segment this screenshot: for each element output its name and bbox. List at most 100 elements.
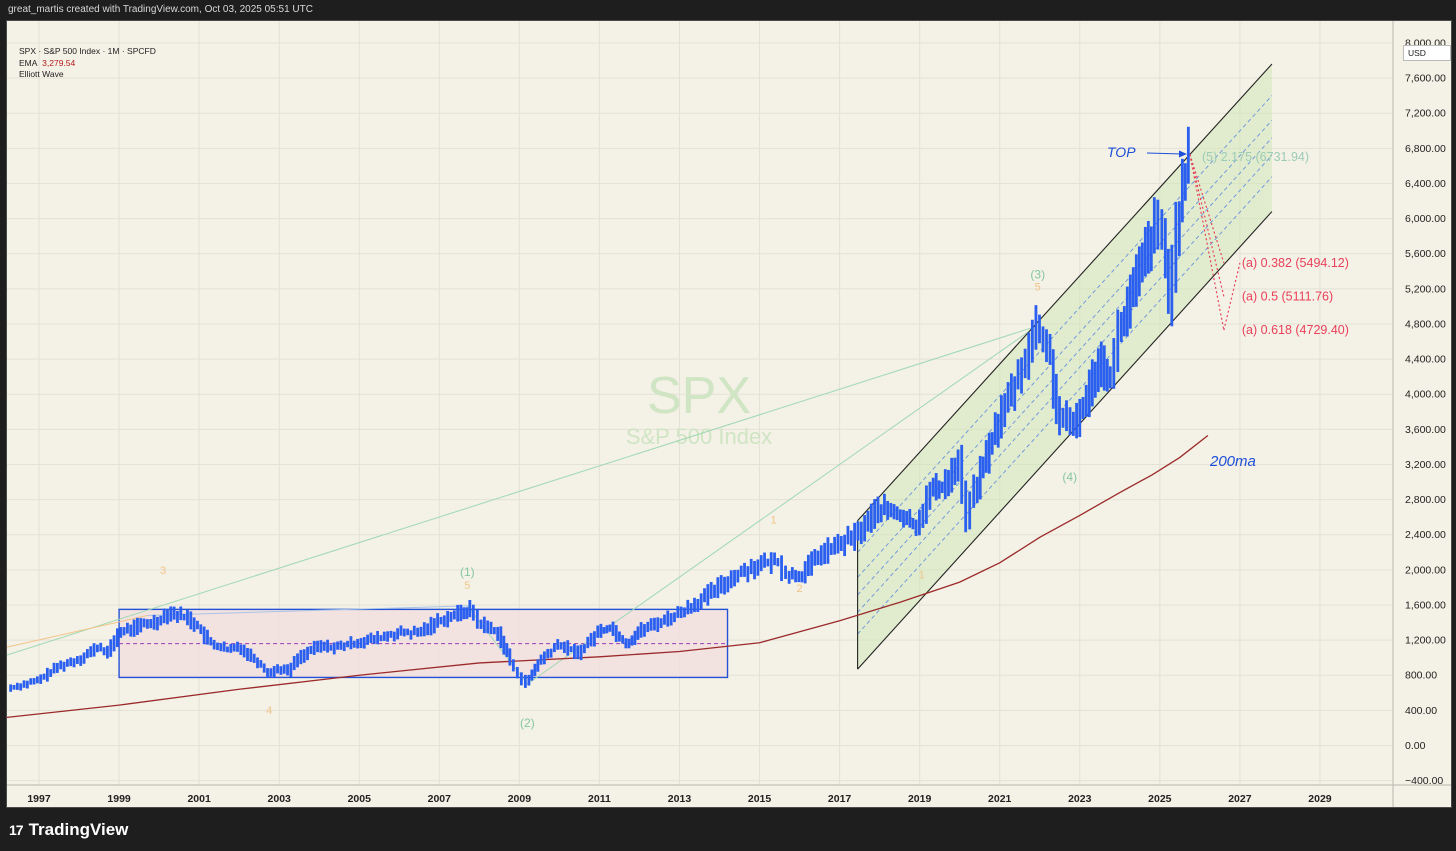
price-bar [342, 642, 346, 652]
price-bar [621, 635, 625, 644]
watermark-symbol: SPX [647, 367, 751, 425]
price-bar [873, 499, 877, 529]
price-bar [643, 624, 646, 637]
price-bar [166, 609, 169, 625]
channel-fib-line [857, 120, 1273, 578]
price-bar [359, 638, 363, 649]
price-bar [639, 622, 643, 638]
price-bar [429, 616, 433, 636]
price-bar [1084, 384, 1088, 417]
chart-svg[interactable]: SPX S&P 500 Index (a) 0.382 (5494.12)(a)… [7, 21, 1451, 807]
attribution-text: great_martis created with TradingView.co… [8, 4, 313, 15]
legend-ema[interactable]: EMA 3,279.54 [19, 58, 156, 70]
wave-label: 1 [770, 514, 776, 526]
price-bar [1177, 201, 1181, 257]
price-bar [928, 481, 932, 510]
price-bar [576, 645, 580, 660]
tradingview-logo[interactable]: 17 TradingView [9, 813, 128, 847]
time-axis[interactable]: 1997 1999 2001 2003 2005 2007 2009 2011 2013 2015… [27, 793, 1331, 805]
y-tick-label: 2,800.00 [1405, 494, 1446, 506]
top-arrow-head [1179, 150, 1187, 158]
price-bar [386, 631, 390, 642]
price-bar [739, 565, 743, 577]
price-bar [389, 630, 393, 638]
price-bar [1090, 359, 1094, 407]
price-bar [192, 617, 196, 632]
price-bar [940, 481, 944, 494]
price-bar [733, 569, 736, 587]
price-bar [1054, 373, 1058, 425]
price-bar [336, 641, 339, 650]
price-bar [1048, 333, 1052, 365]
price-bar [1166, 248, 1170, 314]
fib-target-label: (a) 0.5 (5111.76) [1242, 290, 1333, 304]
price-bar [186, 609, 189, 626]
price-bar [614, 625, 618, 643]
price-bar [1170, 244, 1174, 327]
price-bar [816, 550, 820, 565]
price-bar [776, 558, 780, 567]
legend-ema-value: 3,279.54 [42, 57, 76, 68]
price-bar [309, 645, 313, 655]
price-bar [726, 576, 730, 593]
price-bar [352, 640, 356, 648]
price-bar [146, 619, 149, 629]
price-bar [999, 395, 1003, 439]
price-bar [1137, 246, 1141, 297]
wave-label: 4 [266, 705, 272, 717]
price-bar [839, 536, 843, 551]
price-bar [656, 617, 660, 632]
price-bar [416, 627, 420, 637]
price-bar [316, 640, 319, 653]
currency-button[interactable]: USD [1403, 45, 1451, 61]
price-bar [769, 552, 773, 575]
price-bar [136, 617, 139, 635]
price-bar [539, 654, 543, 665]
price-bar [996, 413, 1000, 448]
channel-fib-line [857, 154, 1273, 613]
y-tick-label: 1,600.00 [1405, 599, 1446, 611]
price-bar [1174, 201, 1178, 293]
price-bar [787, 570, 791, 584]
price-bar [95, 644, 99, 653]
chart-pane[interactable]: SPX S&P 500 Index (a) 0.382 (5494.12) (a)… [6, 20, 1452, 808]
price-bar [533, 663, 537, 676]
price-bar [908, 508, 912, 528]
price-bar [663, 614, 666, 625]
price-bar [1180, 158, 1184, 223]
price-bar [176, 610, 179, 623]
price-bar [1128, 274, 1132, 329]
price-bar [709, 581, 713, 599]
price-bar [59, 660, 63, 670]
legend-elliott-wave[interactable]: Elliott Wave [19, 69, 64, 79]
price-bar [499, 626, 503, 649]
price-bar [889, 502, 893, 518]
price-bar [856, 521, 860, 541]
price-bar [1023, 348, 1027, 379]
legend-symbol[interactable]: SPX · S&P 500 Index · 1M · SPCFD [19, 46, 156, 56]
price-bar [49, 669, 53, 677]
price-bar [116, 628, 119, 648]
price-bar [921, 503, 925, 528]
price-bar [527, 674, 531, 686]
price-bar [813, 549, 817, 566]
price-bar [947, 469, 950, 497]
price-bar [468, 599, 472, 618]
top-arrow [1146, 152, 1183, 155]
drawings[interactable] [7, 63, 1273, 719]
price-bar [9, 684, 13, 692]
price-bar [586, 636, 590, 649]
price-bar [794, 569, 797, 583]
price-bar [579, 644, 583, 661]
price-bar [72, 658, 76, 668]
wave-label: 2 [797, 583, 803, 595]
price-bar [883, 493, 886, 516]
price-axis-panel[interactable] [1393, 21, 1451, 785]
price-bar [262, 663, 266, 673]
price-bar [406, 628, 410, 636]
legend-ema-label: EMA [19, 57, 38, 68]
price-bar [312, 640, 316, 655]
price-bar [269, 668, 273, 677]
price-bar [833, 536, 836, 555]
price-bar [937, 480, 941, 499]
